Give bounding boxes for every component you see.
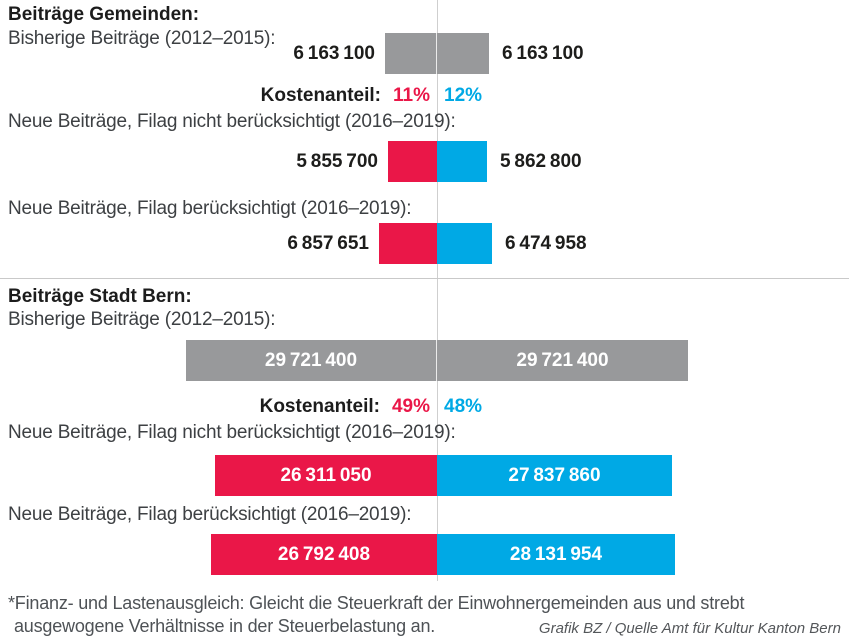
bar-value-right: 5 862 800: [500, 150, 582, 172]
kostenanteil-blue-pct: 12%: [444, 85, 483, 106]
bar-half-left: 26 792 408: [0, 534, 437, 575]
row-label-neue-beruecksichtigt-gemeinden: Neue Beiträge, Filag berücksichtigt (201…: [8, 198, 412, 219]
bar-row-bern-neue-nicht: 26 311 050 27 837 860: [0, 455, 849, 496]
bar-value-right: 6 474 958: [505, 232, 587, 254]
section-title-gemeinden: Beiträge Gemeinden:: [8, 4, 200, 25]
bar-red-left: [388, 141, 437, 182]
bar-row-gemeinden-neue-beruecksichtigt: 6 857 651 6 474 958: [0, 223, 849, 264]
bar-half-left: 26 311 050: [0, 455, 437, 496]
kostenanteil-row-bern: Kostenanteil: 49% 48%: [0, 396, 849, 418]
bar-value-left-inside: 26 311 050: [280, 464, 372, 486]
row-label-neue-beruecksichtigt-bern: Neue Beiträge, Filag berücksichtigt (201…: [8, 504, 412, 525]
bar-row-gemeinden-neue-nicht: 5 855 700 5 862 800: [0, 141, 849, 182]
kostenanteil-blue-pct: 48%: [444, 396, 483, 417]
bar-value-left-inside: 29 721 400: [264, 349, 358, 371]
section-title-stadt-bern: Beiträge Stadt Bern:: [8, 286, 192, 307]
bar-value-left-inside: 26 792 408: [277, 543, 371, 565]
bar-value-right: 6 163 100: [502, 42, 584, 64]
bar-blue-right: 27 837 860: [437, 455, 672, 496]
bar-half-right: 28 131 954: [437, 534, 849, 575]
bar-half-right: 6 163 100: [437, 33, 849, 74]
bar-blue-right: [437, 141, 487, 182]
kosten-right: 12%: [437, 85, 849, 107]
bar-gray-left: 29 721 400: [186, 340, 437, 381]
bar-red-left: 26 311 050: [215, 455, 437, 496]
bar-row-gemeinden-bisherige: 6 163 100 6 163 100: [0, 33, 849, 74]
bar-gray-left: [385, 33, 437, 74]
bar-half-right: 5 862 800: [437, 141, 849, 182]
bar-value-left: 6 163 100: [293, 42, 375, 64]
bar-value-left: 5 855 700: [296, 150, 378, 172]
bar-blue-right: [437, 223, 492, 264]
kostenanteil-row-gemeinden: Kostenanteil: 11% 12%: [0, 85, 849, 107]
bar-red-left: 26 792 408: [211, 534, 437, 575]
bar-half-left: 29 721 400: [0, 340, 437, 381]
bar-half-right: 27 837 860: [437, 455, 849, 496]
footnote-line-1: *Finanz- und Lastenausgleich: Gleicht di…: [8, 593, 745, 613]
kostenanteil-label: Kostenanteil:: [259, 396, 380, 417]
bar-row-bern-neue-beruecksichtigt: 26 792 408 28 131 954: [0, 534, 849, 575]
kosten-left: Kostenanteil: 49%: [0, 396, 437, 418]
bar-value-right-inside: 28 131 954: [509, 543, 603, 565]
bar-value-right-inside: 27 837 860: [508, 464, 601, 486]
row-label-neue-nicht-bern: Neue Beiträge, Filag nicht berücksichtig…: [8, 422, 456, 443]
bar-half-right: 6 474 958: [437, 223, 849, 264]
footnote-line-2: ausgewogene Verhältnisse in der Steuerbe…: [14, 616, 436, 636]
kostenanteil-red-pct: 11%: [393, 85, 430, 106]
kostenanteil-red-pct: 49%: [391, 396, 430, 417]
source-credit: Grafik BZ / Quelle Amt für Kultur Kanton…: [538, 620, 841, 637]
bar-value-right-inside: 29 721 400: [516, 349, 609, 371]
row-label-bisherige-gemeinden: Bisherige Beiträge (2012–2015):: [8, 28, 276, 49]
bar-blue-right: 28 131 954: [437, 534, 675, 575]
kosten-right: 48%: [437, 396, 849, 418]
section-divider-line: [0, 278, 849, 279]
kostenanteil-label: Kostenanteil:: [260, 85, 382, 106]
center-axis-line: [437, 0, 438, 581]
bar-half-right: 29 721 400: [437, 340, 849, 381]
bar-red-left: [379, 223, 437, 264]
bar-half-left: 5 855 700: [0, 141, 437, 182]
footnote-filag-definition: *Finanz- und Lastenausgleich: Gleicht di…: [8, 592, 744, 638]
bar-half-left: 6 857 651: [0, 223, 437, 264]
bar-half-left: 6 163 100: [0, 33, 437, 74]
bar-gray-right: [437, 33, 489, 74]
bar-value-left: 6 857 651: [287, 232, 369, 254]
row-label-neue-nicht-gemeinden: Neue Beiträge, Filag nicht berücksichtig…: [8, 111, 456, 132]
bar-row-bern-bisherige: 29 721 400 29 721 400: [0, 340, 849, 381]
row-label-bisherige-bern: Bisherige Beiträge (2012–2015):: [8, 309, 276, 330]
kosten-left: Kostenanteil: 11%: [0, 85, 437, 107]
bar-gray-right: 29 721 400: [437, 340, 688, 381]
